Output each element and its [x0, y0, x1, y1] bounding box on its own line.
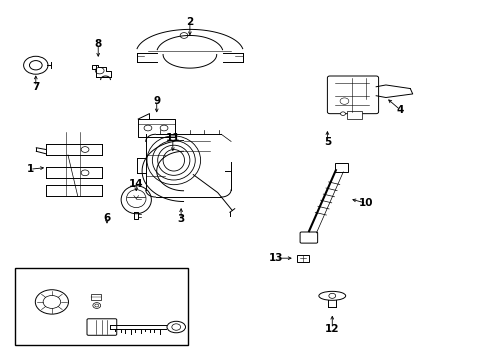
Text: 2: 2: [186, 17, 193, 27]
Bar: [91, 294, 101, 300]
FancyBboxPatch shape: [87, 319, 117, 335]
Circle shape: [43, 296, 61, 309]
Text: 10: 10: [358, 198, 373, 208]
Circle shape: [95, 304, 99, 307]
Text: 13: 13: [268, 253, 283, 263]
Bar: [15, 268, 188, 345]
Circle shape: [160, 125, 167, 131]
Bar: [296, 255, 309, 262]
Circle shape: [81, 147, 89, 152]
Text: 9: 9: [153, 96, 160, 106]
Bar: [334, 163, 347, 172]
Ellipse shape: [35, 290, 68, 314]
Ellipse shape: [318, 291, 345, 300]
Ellipse shape: [121, 186, 151, 214]
Circle shape: [29, 60, 42, 70]
Text: 1: 1: [26, 164, 34, 174]
FancyBboxPatch shape: [327, 76, 378, 114]
Circle shape: [93, 303, 101, 309]
Circle shape: [328, 293, 335, 298]
Text: 6: 6: [103, 213, 110, 222]
Text: 7: 7: [32, 82, 40, 92]
Text: 11: 11: [165, 133, 180, 143]
Circle shape: [180, 33, 187, 39]
Circle shape: [171, 324, 180, 330]
Circle shape: [81, 170, 89, 176]
Circle shape: [340, 112, 345, 116]
Circle shape: [339, 98, 348, 104]
Circle shape: [23, 56, 48, 74]
Bar: [346, 111, 361, 119]
Text: 12: 12: [325, 324, 339, 334]
Ellipse shape: [166, 321, 185, 333]
Text: 8: 8: [94, 39, 102, 49]
Circle shape: [95, 67, 104, 74]
Text: 5: 5: [323, 138, 330, 147]
FancyBboxPatch shape: [300, 232, 317, 243]
Circle shape: [144, 125, 152, 131]
Text: 4: 4: [396, 105, 404, 115]
Text: 3: 3: [177, 215, 184, 224]
Text: 14: 14: [129, 179, 143, 189]
